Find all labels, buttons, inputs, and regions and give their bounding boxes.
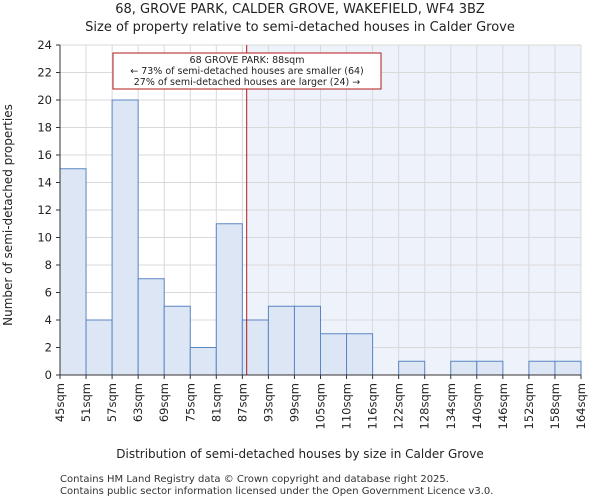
y-tick-label: 4 (45, 313, 52, 327)
bar (476, 360, 504, 376)
y-tick-label: 12 (37, 203, 52, 217)
x-tick-label: 63sqm (131, 383, 145, 422)
x-ticks: 45sqm 51sqm 57sqm 63sqm 69sqm 75sqm 81sqm 87sqm… (53, 375, 588, 429)
x-tick-label: 164sqm (574, 383, 588, 429)
bar (450, 360, 478, 376)
y-tick-label: 14 (37, 176, 52, 190)
bar (137, 278, 165, 376)
bar (398, 360, 426, 376)
x-tick-label: 110sqm (340, 383, 354, 429)
x-tick-label: 140sqm (470, 383, 484, 429)
bar (189, 347, 217, 376)
x-tick-label: 99sqm (287, 383, 301, 422)
bar (528, 360, 556, 376)
x-tick-label: 158sqm (548, 383, 562, 429)
chart-title: 68, GROVE PARK, CALDER GROVE, WAKEFIELD,… (115, 2, 485, 17)
x-tick-label: 93sqm (261, 383, 275, 422)
y-tick-label: 6 (45, 286, 52, 300)
x-tick-label: 87sqm (235, 383, 249, 422)
x-tick-label: 51sqm (79, 383, 93, 422)
annotation-larger: 27% of semi-detached houses are larger (… (134, 77, 361, 88)
x-tick-label: 116sqm (366, 383, 380, 429)
annotation-smaller: ← 73% of semi-detached houses are smalle… (130, 66, 364, 77)
bar (59, 168, 87, 376)
x-tick-label: 134sqm (444, 383, 458, 429)
annotation-title: 68 GROVE PARK: 88sqm (190, 55, 305, 66)
bar (267, 305, 295, 376)
bar (215, 223, 243, 376)
x-tick-label: 146sqm (496, 383, 510, 429)
footer-line-2: Contains public sector information licen… (60, 486, 493, 497)
x-tick-label: 122sqm (392, 383, 406, 429)
bar (346, 333, 374, 376)
bar (163, 305, 191, 376)
annotation-border (112, 52, 382, 90)
annotation-box: 68 GROVE PARK: 88sqm ← 73% of semi-detac… (112, 52, 382, 90)
y-tick-label: 18 (37, 121, 52, 135)
x-tick-label: 81sqm (209, 383, 223, 422)
y-tick-label: 0 (45, 368, 52, 382)
bars (59, 99, 582, 376)
x-tick-label: 152sqm (522, 383, 536, 429)
y-tick-label: 8 (45, 258, 52, 272)
x-axis-label: Distribution of semi-detached houses by … (116, 447, 484, 461)
bar (85, 319, 113, 376)
x-tick-label: 128sqm (418, 383, 432, 429)
x-tick-label: 105sqm (314, 383, 328, 429)
x-tick-label: 75sqm (183, 383, 197, 422)
bar (320, 333, 348, 376)
footer-line-1: Contains HM Land Registry data © Crown c… (60, 474, 449, 485)
bar (554, 360, 582, 376)
x-tick-label: 45sqm (53, 383, 67, 422)
y-tick-label: 16 (37, 148, 52, 162)
chart-subtitle: Size of property relative to semi-detach… (85, 20, 515, 35)
y-tick-label: 2 (45, 341, 52, 355)
y-tick-label: 10 (37, 231, 52, 245)
y-tick-label: 22 (37, 66, 52, 80)
bar (293, 305, 322, 376)
x-tick-label: 69sqm (157, 383, 171, 422)
bar (111, 99, 139, 376)
y-tick-label: 24 (37, 38, 52, 52)
x-tick-label: 57sqm (105, 383, 119, 422)
y-tick-label: 20 (37, 93, 52, 107)
y-axis-label: Number of semi-detached properties (1, 104, 15, 326)
